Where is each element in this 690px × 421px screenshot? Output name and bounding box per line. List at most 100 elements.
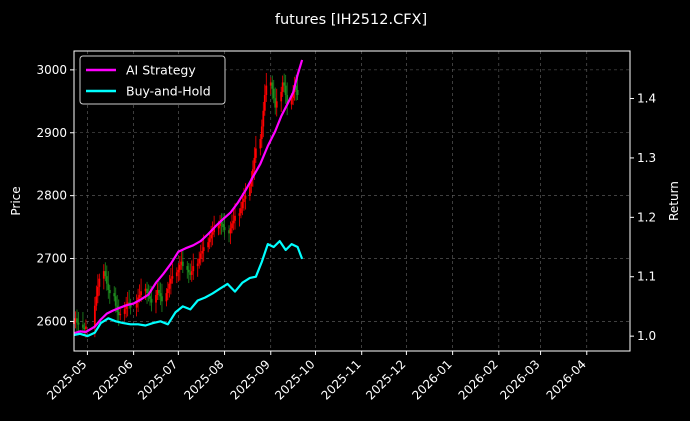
y-left-tick-label: 2700 [36,252,67,266]
candle-body [74,318,77,322]
legend: AI Strategy Buy-and-Hold [79,55,226,105]
candle-body [96,286,99,297]
candle-body [104,271,107,277]
candle-body [281,82,284,92]
x-tick-label: 2025-11 [318,357,363,402]
candlesticks [73,73,299,338]
candle-body [283,82,286,86]
candle-body [254,148,257,158]
candle-body [167,288,169,294]
x-tick-label: 2025-08 [181,357,226,402]
candle-body [248,186,251,196]
x-tick-label: 2026-04 [544,357,589,402]
series-line-buy-and-hold [73,240,304,338]
candle-body [128,302,131,304]
candle-body [189,272,192,275]
series-line-ai-strategy [73,59,304,335]
candle-body [158,289,160,294]
candle-body [234,215,236,221]
candle-body [180,261,183,265]
candle-body [286,95,289,105]
candle-body [241,201,244,209]
y-right-tick-label: 1.2 [637,210,656,224]
candle-body [102,271,105,279]
candle-body [280,91,283,102]
candle-body [210,234,213,239]
candle-body [181,261,184,267]
y-left-tick-label: 3000 [36,63,67,77]
chart-title: futures [IH2512.CFX] [275,12,427,28]
candle-body [232,220,235,224]
candle-body [171,276,174,279]
x-tick-label: 2026-03 [497,357,542,402]
candle-body [123,308,126,314]
candle-body [269,82,272,86]
candle-body [146,288,148,294]
candle-body [178,264,181,270]
candle-body [165,293,168,302]
candle-body [272,88,275,99]
y-right-axis-label: Return [667,181,681,221]
candle-body [196,263,199,267]
legend-label-ai-strategy: AI Strategy [126,63,196,78]
candle-body [144,288,147,292]
candle-body [108,289,111,294]
candle-body [161,296,163,302]
candle-body [119,313,122,316]
x-tick-label: 2026-02 [456,357,501,402]
y-left-tick-label: 2800 [36,189,67,203]
candle-body [125,305,128,309]
candle-body [159,293,162,297]
x-tick-label: 2025-12 [363,357,408,402]
candle-body [98,278,101,287]
candle-body [83,327,86,329]
candle-body [213,228,216,233]
candle-body [220,222,223,224]
x-tick-label: 2025-05 [44,357,89,402]
candle-body [190,271,193,275]
y-left-tick-label: 2600 [36,314,67,328]
candle-body [211,232,214,235]
candle-body [231,223,233,229]
candle-body [135,301,138,308]
candle-body [263,95,266,111]
x-tick-label: 2025-10 [272,357,317,402]
x-tick-label: 2025-06 [90,357,135,402]
candle-body [117,312,120,316]
candle-body [262,110,265,127]
candle-body [175,272,178,277]
candle-body [95,296,98,306]
candle-body [259,139,262,149]
candle-body [186,266,189,270]
candle-body [251,169,254,179]
candle-body [250,178,253,187]
candle-body [244,195,247,199]
candle-body [223,227,226,231]
x-tick-label: 2026-01 [409,357,454,402]
candle-body [129,303,132,308]
candle-body [274,98,277,108]
candle-body [207,242,210,248]
candle-body [76,318,78,323]
candle-body [192,266,195,272]
candle-body [150,298,153,303]
candle-body [222,223,224,228]
candle-body [198,258,201,264]
candle-body [217,225,220,229]
x-axis-ticks: 2025-05 2025-06 2025-07 2025-08 2025-09 2025-… [44,351,589,403]
candle-body [208,238,211,243]
candle-body [229,228,232,234]
candle-body [219,222,221,226]
candle-body [105,276,108,284]
candle-body [243,198,245,202]
candle-body [114,296,117,306]
candle-body [290,98,293,105]
y-left-tick-label: 2900 [36,126,67,140]
y-left-axis-ticks: 2600 2700 2800 2900 3000 [36,63,74,328]
candle-body [201,251,204,254]
candle-body [284,85,287,96]
candle-body [296,89,299,96]
x-tick-label: 2025-07 [135,357,180,402]
y-right-tick-label: 1.0 [637,329,656,343]
